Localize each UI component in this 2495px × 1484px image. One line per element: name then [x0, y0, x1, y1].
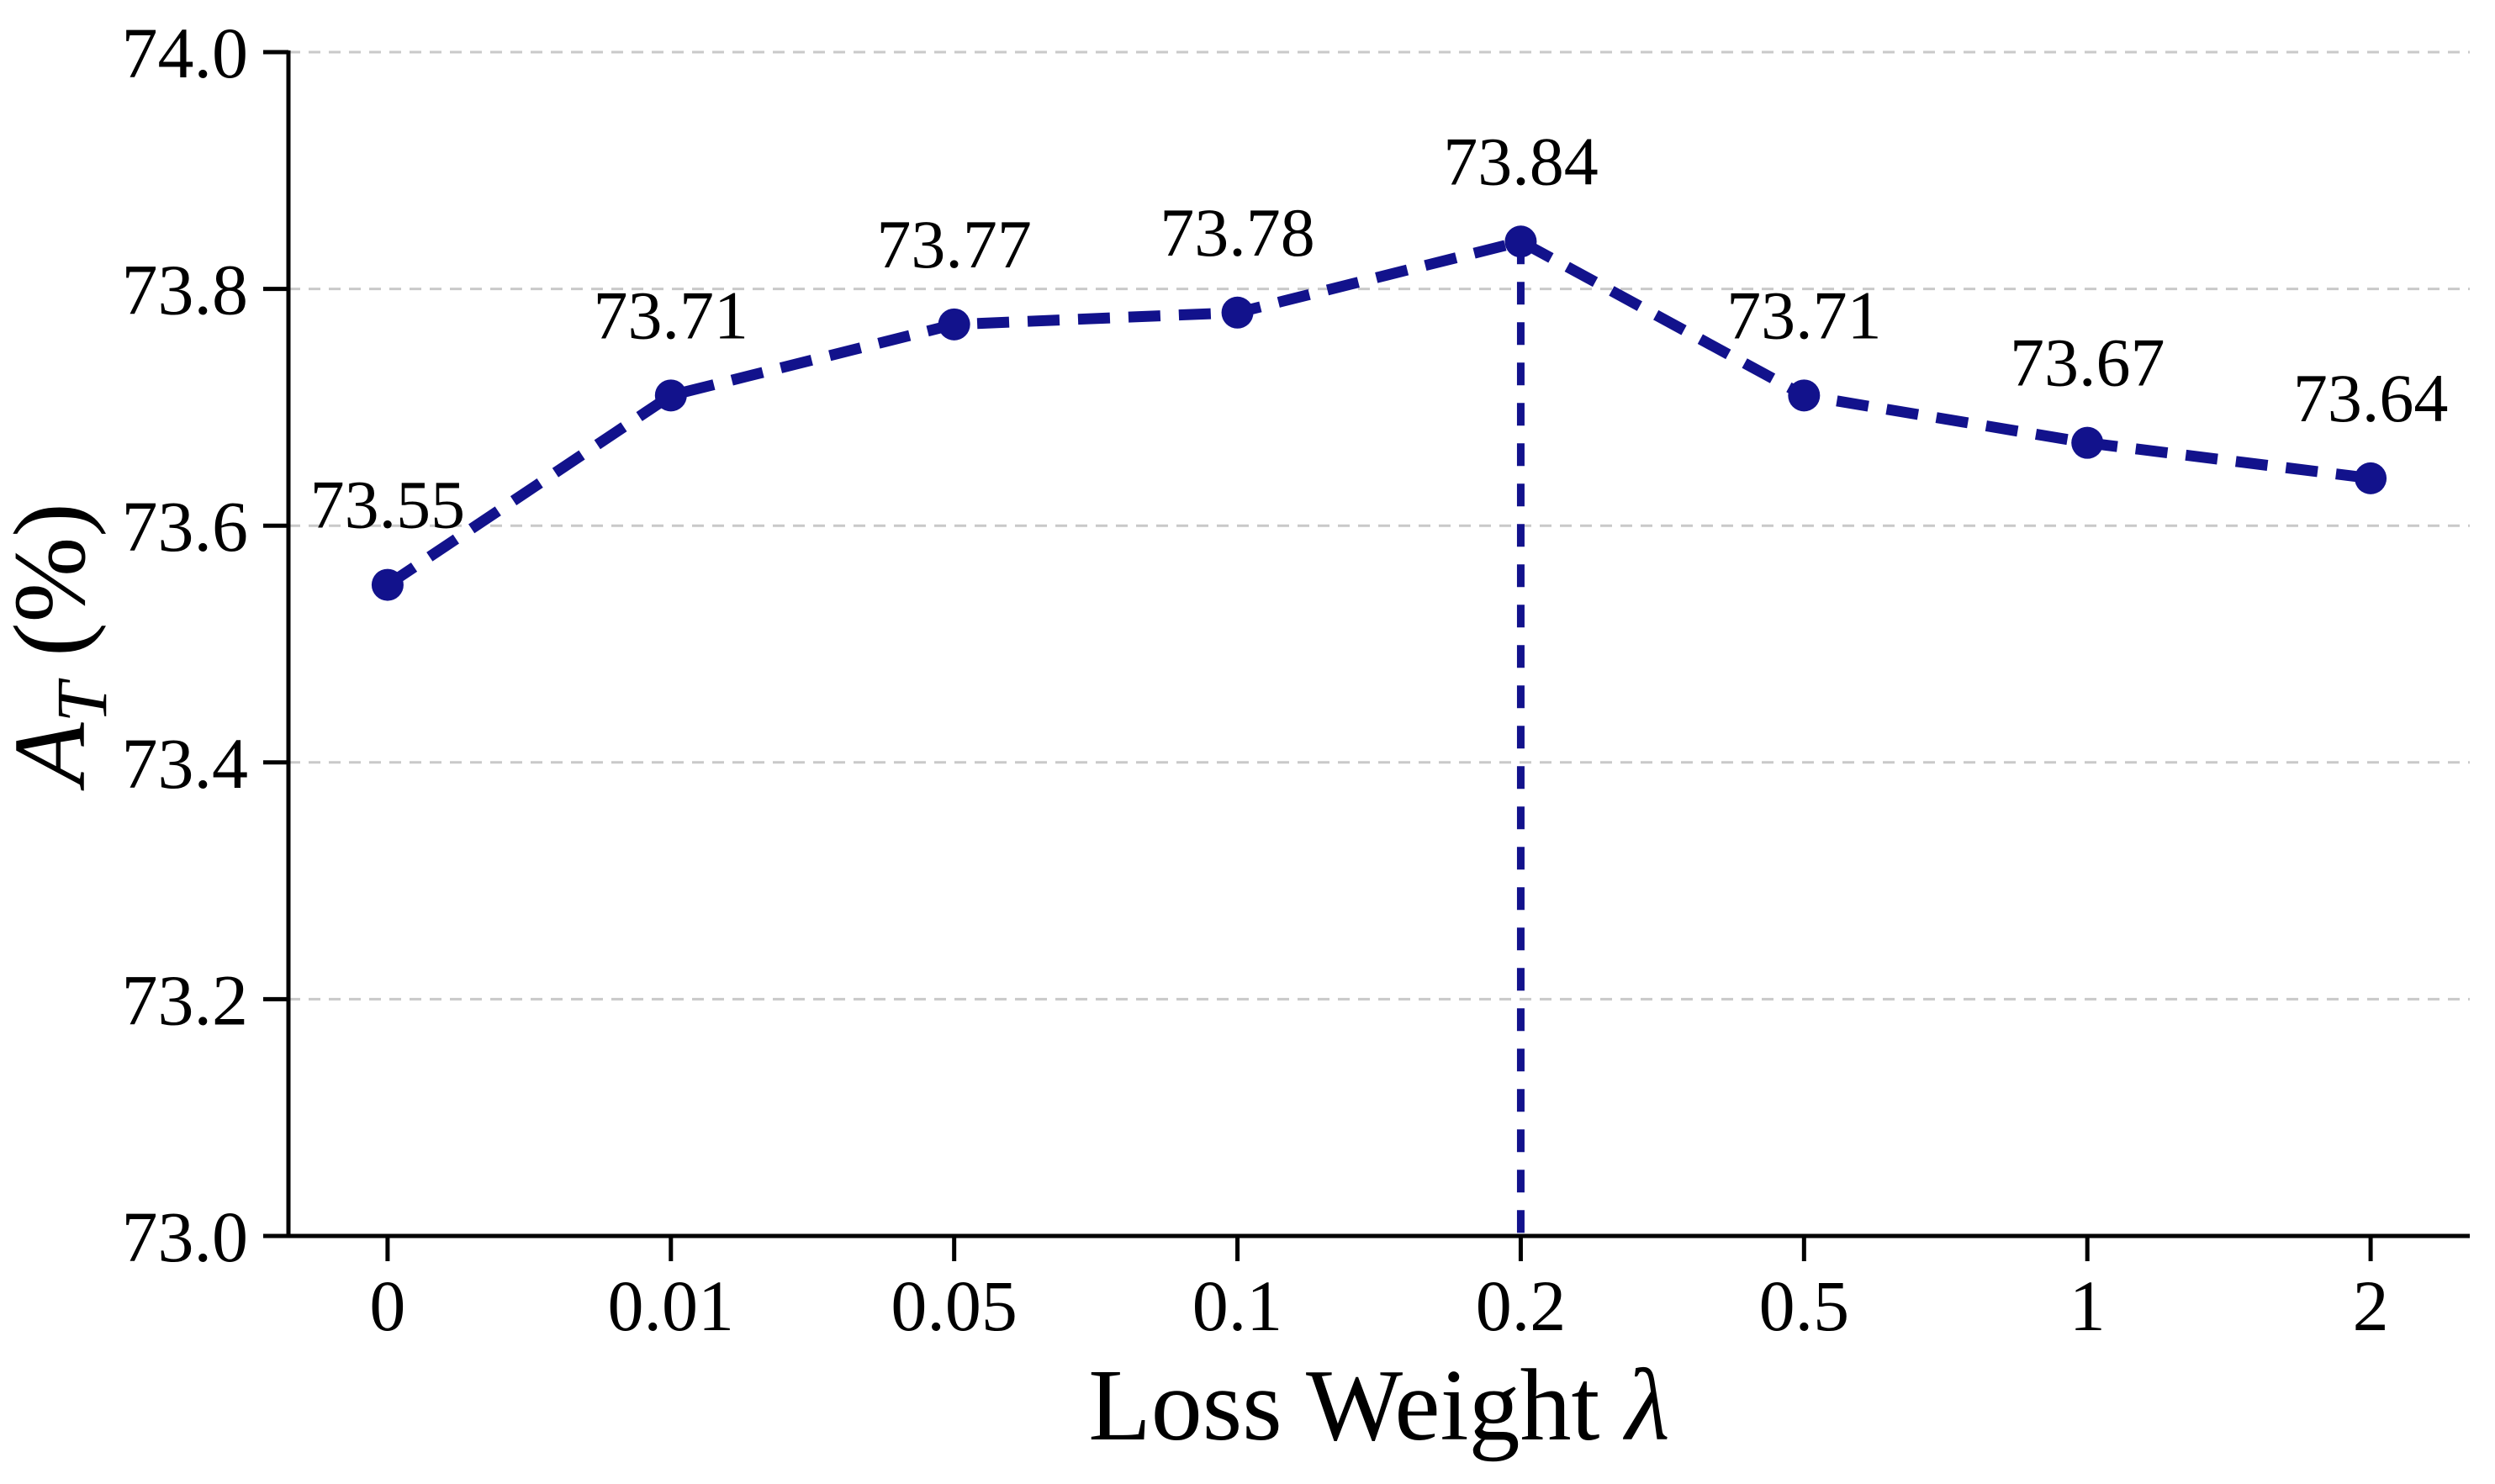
data-point-label: 73.78 — [1160, 194, 1315, 271]
y-axis-label-subscript: T — [41, 678, 122, 722]
data-point — [2355, 462, 2387, 494]
data-point-label: 73.71 — [1726, 277, 1882, 353]
x-tick-label: 2 — [2353, 1265, 2389, 1346]
data-point — [371, 568, 404, 601]
data-point-label: 73.55 — [310, 467, 466, 543]
data-point — [1221, 296, 1254, 329]
y-axis-label: AT (%) — [0, 503, 122, 791]
data-point-label: 73.71 — [594, 277, 749, 353]
x-tick-label: 1 — [2069, 1265, 2106, 1346]
x-tick-label: 0.1 — [1192, 1265, 1283, 1346]
data-point — [2071, 426, 2104, 459]
y-tick-label: 73.4 — [122, 723, 249, 804]
data-point-label: 73.67 — [2010, 325, 2165, 401]
data-line — [384, 235, 2371, 590]
x-tick-label: 0.5 — [1759, 1265, 1850, 1346]
x-tick-label: 0 — [369, 1265, 405, 1346]
data-point — [1504, 225, 1537, 258]
data-point — [1788, 379, 1821, 412]
y-tick-label: 73.8 — [122, 250, 249, 330]
data-point-label: 73.77 — [876, 206, 1032, 283]
y-tick-label: 73.6 — [122, 486, 249, 567]
y-tick-label: 73.0 — [122, 1196, 249, 1277]
y-tick-label: 73.2 — [122, 959, 249, 1040]
x-tick-label: 0.01 — [608, 1265, 735, 1346]
x-axis-label-text: Loss Weight — [1088, 1349, 1625, 1462]
data-point — [938, 308, 970, 341]
y-tick-label: 74.0 — [122, 13, 249, 93]
y-axis-label-letter: A — [0, 722, 107, 791]
x-axis-label: Loss Weight λ — [1088, 1349, 1669, 1462]
data-point-label: 73.64 — [2293, 360, 2449, 436]
data-point-label: 73.84 — [1443, 123, 1599, 199]
x-tick-label: 0.05 — [891, 1265, 1018, 1346]
data-point — [654, 379, 687, 412]
y-axis-label-unit: (%) — [0, 503, 107, 682]
x-tick-label: 0.2 — [1476, 1265, 1567, 1346]
x-axis-label-symbol: λ — [1623, 1349, 1670, 1462]
